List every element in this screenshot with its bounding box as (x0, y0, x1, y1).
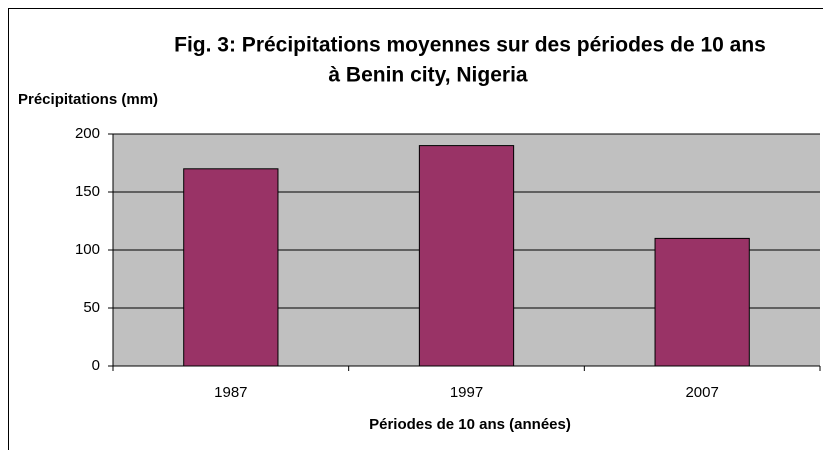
y-tick-label: 150 (75, 183, 100, 200)
chart-title: Fig. 3: Précipitations moyennes sur des … (174, 34, 766, 57)
y-axis-label: Précipitations (mm) (18, 91, 158, 108)
y-tick-label: 0 (92, 357, 100, 374)
x-axis-label: Périodes de 10 ans (années) (369, 416, 571, 433)
x-tick-label: 1997 (450, 384, 483, 401)
x-tick-label: 2007 (685, 384, 718, 401)
chart-title: à Benin city, Nigeria (328, 64, 527, 87)
bar (418, 145, 515, 367)
bar (654, 237, 750, 367)
y-tick-label: 100 (75, 241, 100, 258)
x-tick-label: 1987 (214, 384, 247, 401)
bar (183, 168, 279, 367)
y-tick-label: 50 (83, 299, 100, 316)
y-tick-label: 200 (75, 125, 100, 142)
